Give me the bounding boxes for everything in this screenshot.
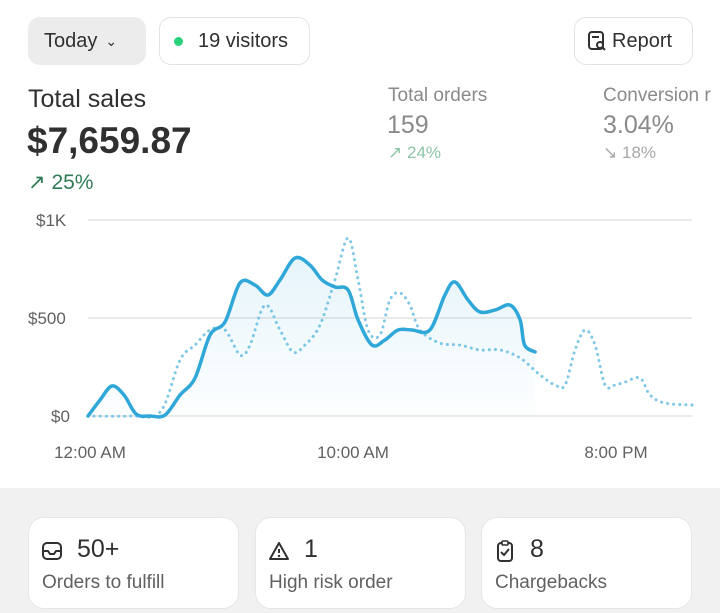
arrow-up-right-icon: ↗ <box>28 171 46 194</box>
conversion-delta-value: 18% <box>621 143 657 162</box>
total-orders-value: 159 <box>387 111 429 139</box>
current-period-line <box>86 255 537 419</box>
report-button[interactable]: Report <box>574 17 693 65</box>
y-tick-label: $0 <box>51 407 70 426</box>
conversion-value: 3.04% <box>603 111 674 139</box>
series-area-fill <box>88 257 536 417</box>
previous-period-line <box>86 236 694 419</box>
report-label: Report <box>612 29 673 52</box>
card-label: Orders to fulfill <box>42 572 165 593</box>
summary-section: 50+ Orders to fulfill 1 High risk order … <box>0 488 720 613</box>
chevron-down-icon: ⌄ <box>105 32 118 49</box>
card-label: High risk order <box>269 572 393 593</box>
conversion-label: Conversion r <box>603 85 711 106</box>
date-filter-label: Today <box>44 29 98 52</box>
card-value: 8 <box>530 535 544 563</box>
total-sales-delta: ↗ 25% <box>28 170 93 195</box>
x-tick-label: 10:00 AM <box>317 443 389 462</box>
report-icon <box>588 31 606 51</box>
total-orders-label: Total orders <box>388 85 488 106</box>
live-visitors-button[interactable]: 19 visitors <box>159 17 310 65</box>
alert-triangle-icon <box>269 542 289 560</box>
arrow-up-right-icon: ↗ <box>388 143 403 162</box>
date-filter-button[interactable]: Today ⌄ <box>28 17 146 65</box>
card-label: Chargebacks <box>495 572 607 593</box>
orders-to-fulfill-card[interactable]: 50+ Orders to fulfill <box>28 517 239 609</box>
visitors-label: 19 visitors <box>198 29 289 52</box>
total-sales-label: Total sales <box>28 85 147 113</box>
x-tick-label: 12:00 AM <box>54 443 126 462</box>
total-orders-delta: ↗ 24% <box>388 143 441 163</box>
card-value: 50+ <box>77 535 120 563</box>
card-value: 1 <box>304 535 318 563</box>
arrow-down-right-icon: ↘ <box>603 143 618 162</box>
total-sales-delta-value: 25% <box>51 171 94 194</box>
clipboard-check-icon <box>497 540 513 562</box>
inbox-icon <box>42 542 62 560</box>
sales-chart: $1K $500 $0 12:00 AM 10:00 AM 8:00 PM <box>28 211 694 462</box>
total-sales-value: $7,659.87 <box>27 120 192 161</box>
y-tick-label: $1K <box>36 211 67 230</box>
high-risk-order-card[interactable]: 1 High risk order <box>255 517 466 609</box>
live-dot-icon <box>174 36 183 46</box>
y-tick-label: $500 <box>28 309 66 328</box>
conversion-delta: ↘ 18% <box>603 143 656 163</box>
chargebacks-card[interactable]: 8 Chargebacks <box>481 517 692 609</box>
total-orders-delta-value: 24% <box>406 143 442 162</box>
x-tick-label: 8:00 PM <box>584 443 647 462</box>
